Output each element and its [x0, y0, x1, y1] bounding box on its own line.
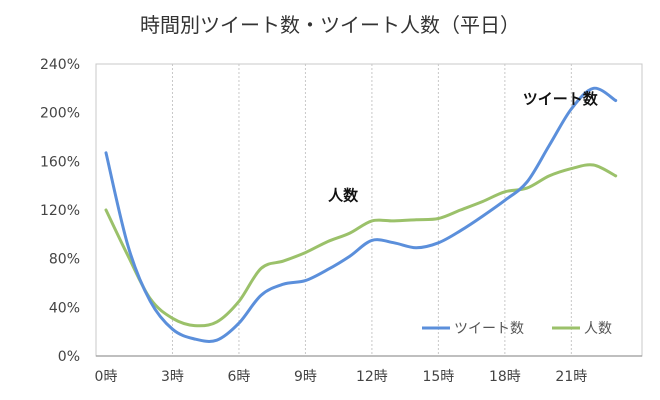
- x-tick-label: 21時: [555, 369, 587, 385]
- y-tick-label: 40%: [49, 300, 80, 316]
- annotation-label: ツイート数: [523, 90, 599, 108]
- x-tick-label: 6時: [227, 369, 250, 385]
- axes: [95, 63, 643, 357]
- legend: ツイート数 人数: [422, 321, 612, 337]
- x-tick-label: 15時: [422, 369, 454, 385]
- chart-title: 時間別ツイート数・ツイート人数（平日）: [140, 13, 520, 37]
- series-line-tweets: [104, 86, 618, 343]
- grid: [171, 64, 572, 356]
- x-tick-label: 0時: [95, 369, 118, 385]
- x-tick-label: 3時: [161, 369, 184, 385]
- annotation-label: 人数: [328, 186, 359, 204]
- x-tick-label: 12時: [356, 369, 388, 385]
- y-tick-label: 200%: [40, 106, 80, 122]
- legend-label: 人数: [584, 321, 612, 337]
- y-tick-label: 160%: [40, 154, 80, 170]
- x-tick-label: 18時: [489, 369, 521, 385]
- series-line-users: [104, 163, 618, 328]
- y-tick-label: 120%: [40, 203, 80, 219]
- y-tick-label: 240%: [40, 57, 80, 73]
- y-tick-label: 0%: [58, 349, 80, 365]
- series-lines: [104, 86, 618, 343]
- y-tick-label: 80%: [49, 252, 80, 268]
- x-tick-label: 9時: [294, 369, 317, 385]
- tick-labels: 0時 3時 6時 9時 12時 15時 18時 21時 0% 40% 80% 120% 160% 200%…: [40, 57, 587, 385]
- legend-label: ツイート数: [454, 321, 524, 337]
